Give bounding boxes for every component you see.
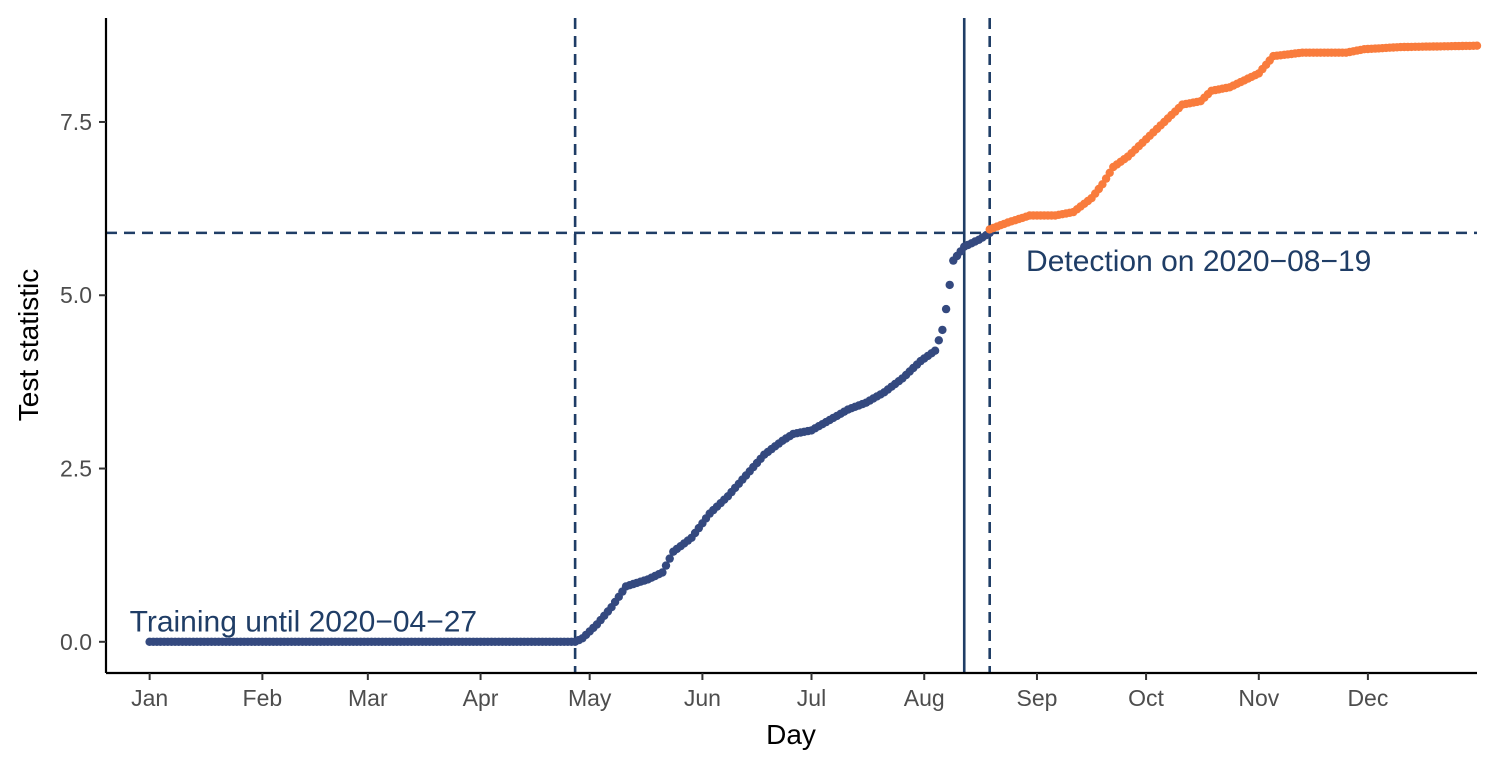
x-tick-label: May bbox=[568, 685, 612, 711]
data-point-after bbox=[1472, 41, 1482, 50]
data-point-before bbox=[934, 336, 943, 345]
annotations: Training until 2020−04−27 Detection on 20… bbox=[130, 245, 1372, 638]
data-point-before bbox=[661, 561, 671, 570]
x-tick-label: Aug bbox=[904, 685, 945, 711]
data-points bbox=[145, 41, 1482, 646]
data-point-before bbox=[945, 280, 954, 290]
training-annotation: Training until 2020−04−27 bbox=[130, 605, 478, 638]
data-point-before bbox=[941, 304, 951, 314]
reference-lines bbox=[106, 18, 1477, 673]
data-point-before bbox=[658, 568, 667, 577]
y-axis-title: Test statistic bbox=[13, 269, 44, 421]
y-tick-label: 2.5 bbox=[60, 456, 92, 482]
data-point-before bbox=[938, 325, 947, 335]
tick-labels: 0.0 2.5 5.0 7.5 Jan Feb Mar Apr May Jun Jul Aug Sep O… bbox=[60, 109, 1388, 711]
data-point-before bbox=[930, 346, 940, 355]
x-axis-title: Day bbox=[766, 719, 816, 750]
x-tick-label: Jul bbox=[797, 685, 826, 711]
x-tick-label: Sep bbox=[1017, 685, 1058, 711]
y-tick-label: 5.0 bbox=[60, 282, 92, 308]
detection-annotation: Detection on 2020−08−19 bbox=[1026, 245, 1371, 278]
x-tick-label: Mar bbox=[348, 685, 388, 711]
data-point-before bbox=[665, 554, 674, 563]
y-tick-label: 0.0 bbox=[60, 629, 92, 655]
x-tick-label: Feb bbox=[243, 685, 283, 711]
x-tick-label: Oct bbox=[1128, 685, 1164, 711]
axes bbox=[99, 18, 1477, 680]
x-tick-label: Jan bbox=[131, 685, 168, 711]
y-tick-label: 7.5 bbox=[60, 109, 92, 135]
x-tick-label: Apr bbox=[463, 685, 499, 711]
x-tick-label: Nov bbox=[1238, 685, 1279, 711]
x-tick-label: Jun bbox=[684, 685, 721, 711]
x-tick-label: Dec bbox=[1347, 685, 1388, 711]
